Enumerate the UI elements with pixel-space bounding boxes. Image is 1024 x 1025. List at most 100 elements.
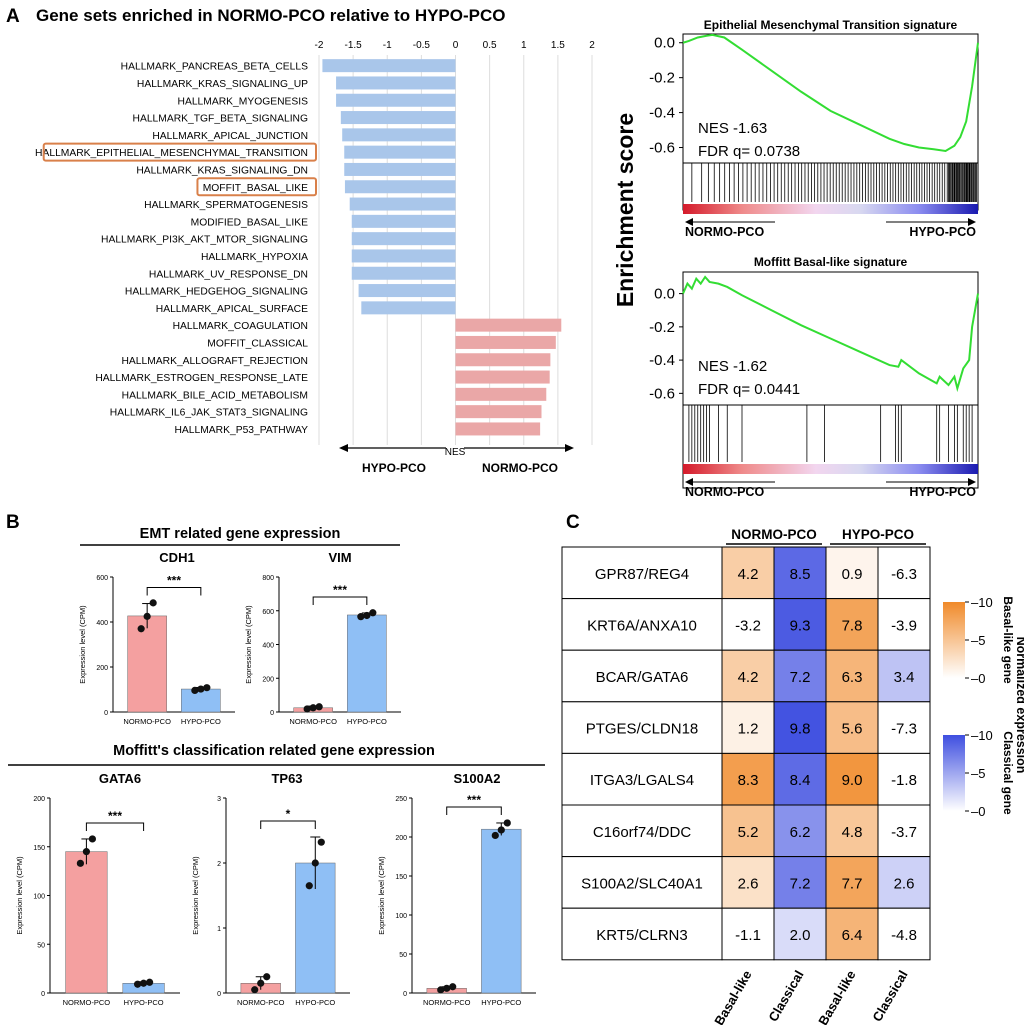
nes-category-label: HALLMARK_KRAS_SIGNALING_DN — [136, 165, 308, 176]
nes-bar — [340, 111, 456, 125]
heatmap-group-label: HYPO-PCO — [842, 527, 914, 542]
colorbar-basal-label: Basal-like gene — [1001, 596, 1015, 684]
data-point — [303, 705, 311, 713]
expr-category-label: HYPO-PCO — [295, 998, 335, 1007]
significance-bracket — [85, 822, 145, 831]
nes-bar — [351, 214, 456, 228]
nes-bar — [358, 284, 456, 298]
colorbar-classical-label: Classical gene — [1001, 731, 1015, 815]
nes-bar — [344, 180, 456, 194]
gsea-right-label: HYPO-PCO — [909, 225, 976, 239]
data-point — [137, 625, 145, 633]
heatmap-cell — [825, 856, 879, 909]
heatmap-row-label: S100A2/SLC40A1 — [581, 875, 703, 892]
nes-category-label: HALLMARK_TGF_BETA_SIGNALING — [133, 114, 308, 125]
expr-category-label: NORMO-PCO — [63, 998, 111, 1007]
colorbar-classical-tick: –10 — [971, 728, 993, 743]
expr-y-tick: 800 — [262, 575, 274, 582]
heatmap-cell-value: 8.4 — [790, 772, 811, 789]
rank-gradient — [683, 204, 978, 214]
heatmap-column-label: Classical — [869, 968, 910, 1024]
nes-x-tick: 1.5 — [551, 40, 565, 51]
expr-gene-title: S100A2 — [454, 771, 501, 786]
heatmap-row-label-cell — [561, 804, 723, 858]
heatmap-cell-value: -1.8 — [891, 772, 917, 789]
heatmap-row-label: PTGES/CLDN18 — [586, 721, 699, 738]
data-point — [317, 838, 325, 846]
nes-bar — [349, 197, 456, 211]
heatmap-cell-value: 3.4 — [894, 669, 915, 686]
gsea-y-tick: -0.2 — [649, 70, 675, 87]
expr-y-tick: 250 — [395, 796, 407, 803]
nes-category-label: HALLMARK_KRAS_SIGNALING_UP — [137, 79, 308, 90]
nes-category-label: HALLMARK_MYOGENESIS — [178, 96, 309, 107]
expr-y-tick: 150 — [395, 874, 407, 881]
data-point — [311, 859, 319, 867]
highlight-box — [42, 142, 317, 162]
fdr-value: FDR q= 0.0738 — [698, 143, 800, 160]
expr-y-tick: 400 — [96, 620, 108, 627]
gsea-right-label: HYPO-PCO — [909, 485, 976, 499]
nes-category-label: HALLMARK_APICAL_SURFACE — [156, 304, 308, 315]
expr-category-label: HYPO-PCO — [124, 998, 164, 1007]
expr-y-tick: 200 — [96, 665, 108, 672]
panel-letter-c: C — [566, 512, 580, 533]
highlight-box — [196, 177, 317, 197]
significance-bracket — [146, 587, 202, 596]
expr-y-label: Expression level (CPM) — [377, 856, 386, 935]
heatmap-cell — [773, 804, 827, 858]
heatmap-cell — [877, 546, 931, 600]
nes-bar — [336, 93, 456, 107]
nes-bar — [322, 59, 456, 73]
data-point — [88, 835, 96, 843]
nes-bar — [455, 387, 547, 401]
expr-y-tick: 2 — [217, 861, 221, 868]
nes-category-label: HALLMARK_ALLOGRAFT_REJECTION — [121, 356, 308, 367]
nes-category-label: HALLMARK_HEDGEHOG_SIGNALING — [125, 287, 308, 298]
nes-category-label: MODIFIED_BASAL_LIKE — [191, 217, 308, 228]
heatmap-cell-value: 8.5 — [790, 566, 811, 583]
data-point — [203, 684, 211, 692]
heatmap-row-label-cell — [561, 752, 723, 806]
heatmap-column-label: Basal-like — [815, 968, 858, 1025]
heatmap-cell-value: 7.7 — [842, 875, 863, 892]
heatmap-cell-value: 6.2 — [790, 824, 811, 841]
heatmap-row-label-cell — [561, 649, 723, 703]
colorbar-classical-tick: –5 — [971, 766, 985, 781]
data-point — [143, 612, 151, 620]
nes-category-label: HALLMARK_UV_RESPONSE_DN — [149, 269, 308, 280]
expr-y-tick: 150 — [33, 845, 45, 852]
heatmap-row-label: ITGA3/LGALS4 — [590, 772, 694, 789]
expr-y-tick: 600 — [96, 575, 108, 582]
expr-y-tick: 50 — [399, 952, 407, 959]
gsea-y-tick: -0.4 — [649, 352, 675, 369]
expr-category-label: NORMO-PCO — [123, 717, 171, 726]
gsea-y-tick: -0.6 — [649, 140, 675, 157]
heatmap-cell — [721, 752, 775, 806]
heatmap-cell-value: 6.3 — [842, 669, 863, 686]
nes-x-tick: -2 — [315, 40, 324, 51]
heatmap-cell-value: 1.2 — [738, 721, 759, 738]
expr-y-tick: 100 — [395, 913, 407, 920]
significance-bracket — [446, 806, 502, 815]
expr-y-tick: 0 — [41, 991, 45, 998]
heatmap-row-label-cell — [561, 598, 723, 651]
nes-category-label: MOFFIT_CLASSICAL — [207, 338, 308, 349]
heatmap-cell — [773, 856, 827, 909]
heatmap-column-label: Classical — [765, 968, 806, 1024]
gsea-right-arrowhead — [968, 218, 976, 226]
expr-y-tick: 0 — [270, 710, 274, 717]
heatmap-row-label-cell — [561, 701, 723, 754]
heatmap: NORMO-PCO HYPO-PCO GPR87/REG4 4.2 8.5 0.9 -6.3… — [561, 527, 1024, 1025]
nes-x-tick: 2 — [589, 40, 595, 51]
nes-bar — [344, 162, 456, 176]
nes-category-label: HALLMARK_EPITHELIAL_MESENCHYMAL_TRANSITI… — [35, 148, 308, 159]
heatmap-cell — [721, 856, 775, 909]
gsea-y-tick: -0.4 — [649, 105, 675, 122]
nes-bar — [455, 353, 551, 367]
data-point — [497, 826, 505, 834]
expr-y-label: Expression level (CPM) — [78, 605, 87, 684]
heatmap-cell-value: -6.3 — [891, 566, 917, 583]
heatmap-cell-value: -1.1 — [735, 927, 761, 944]
